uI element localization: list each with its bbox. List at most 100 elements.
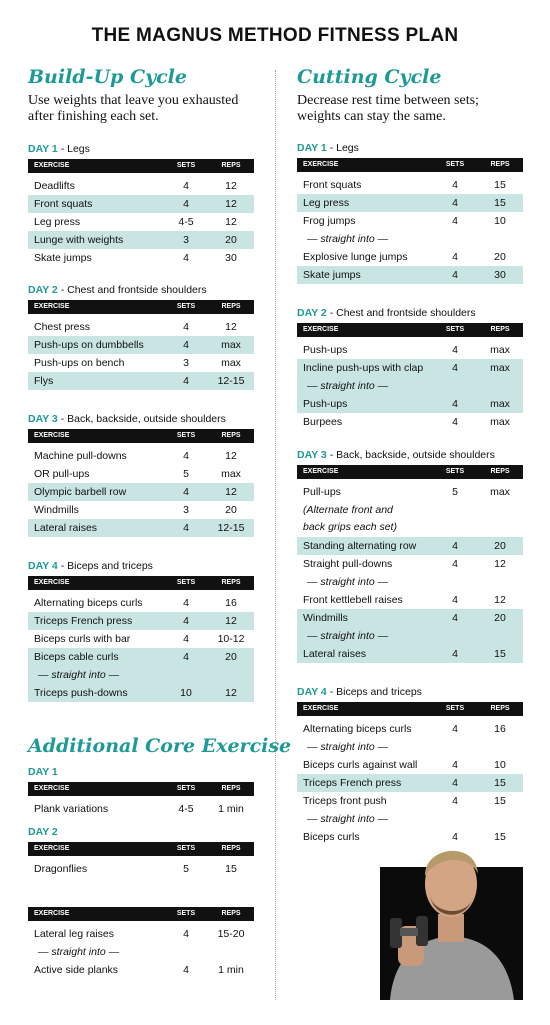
exercise-row: Straight pull-downs 4 12 [297,555,523,573]
sets: 3 [183,504,189,516]
column-header: REPS [221,579,241,586]
exercise-name: Deadlifts [34,180,75,192]
column-header: EXERCISE [303,468,339,475]
reps: 15 [494,179,506,191]
exercise-name: Machine pull-downs [34,450,127,462]
sets: 4 [452,416,458,428]
workout-day: DAY 3 - Back, backside, outside shoulder… [28,412,254,537]
workout-day: DAY 3 - Back, backside, outside shoulder… [297,448,523,663]
reps: 30 [494,269,506,281]
reps: max [490,344,510,356]
exercise-note: — straight into — [307,630,389,642]
exercise-row: Push-ups on bench 3 max [28,354,254,372]
exercise-name: Windmills [34,504,79,516]
sets: 4 [183,450,189,462]
exercise-row: — straight into — [297,573,523,591]
sets: 4 [183,252,189,264]
sets: 4 [452,251,458,263]
exercise-row: Frog jumps 4 10 [297,212,523,230]
sets: 4 [183,964,189,976]
workout-day: DAY 2 - Chest and frontside shoulders EXE… [297,306,523,431]
exercise-row: — straight into — [297,738,523,756]
exercise-name: Flys [34,375,54,387]
sets: 4 [452,558,458,570]
workout-day: DAY 1 - Legs EXERCISE SETS REPS Deadlifts 4 12… [28,142,254,267]
exercise-row: Front squats 4 12 [28,195,254,213]
column-header: SETS [176,845,196,852]
day-number: DAY 2 [28,284,58,296]
column-header: REPS [221,845,241,852]
column-header: REPS [490,468,510,475]
sets: 4 [452,831,458,843]
day-title: - Legs [329,142,359,154]
table-header: EXERCISE SETS REPS [28,300,254,314]
reps: 16 [225,597,237,609]
exercise-row: Triceps front push 4 15 [297,792,523,810]
reps: 15 [494,648,506,660]
reps: 10 [494,759,506,771]
exercise-row: Push-ups 4 max [297,341,523,359]
reps: 1 min [218,803,244,815]
exercise-name: Burpees [303,416,343,428]
day-number: DAY 4 [297,686,327,698]
column-header: REPS [490,705,510,712]
reps: 30 [225,252,237,264]
day-label: DAY 2 - Chest and frontside shoulders [28,283,254,298]
exercise-name: Push-ups [303,344,348,356]
exercise-name: Frog jumps [303,215,356,227]
exercise-row: Biceps curls against wall 4 10 [297,756,523,774]
reps: 12-15 [217,375,245,387]
exercise-name: Triceps French press [303,777,402,789]
table-header: EXERCISE SETS REPS [297,702,523,716]
sets: 4 [183,321,189,333]
day-label: DAY 2 - Chest and frontside shoulders [297,306,523,321]
exercise-row: — straight into — [297,810,523,828]
reps: max [221,357,241,369]
reps: 20 [225,651,237,663]
column-header: REPS [490,161,510,168]
sets: 4 [452,362,458,374]
exercise-name: Biceps cable curls [34,651,119,663]
exercise-row: Chest press 4 12 [28,318,254,336]
reps: max [490,416,510,428]
exercise-name: Leg press [303,197,350,209]
day-title: - Back, backside, outside shoulders [329,449,495,461]
sets: 5 [183,863,189,875]
exercise-row: Alternating biceps curls 4 16 [297,720,523,738]
exercise-note: — straight into — [307,741,389,753]
reps: 12 [225,450,237,462]
exercise-row: Deadlifts 4 12 [28,177,254,195]
workout-day: EXERCISE SETS REPS Lateral leg raises 4 15-20… [28,890,254,979]
column-header: REPS [221,910,241,917]
exercise-row: Dragonflies 5 15 [28,860,254,878]
sets: 3 [183,234,189,246]
column-header: SETS [176,162,196,169]
reps: 12 [494,594,506,606]
workout-day: DAY 1 EXERCISE SETS REPS Plank variations 4-5… [28,765,254,818]
sets: 4 [452,269,458,281]
table-header: EXERCISE SETS REPS [297,158,523,172]
exercise-row: — straight into — [297,230,523,248]
reps: 12 [225,321,237,333]
sets: 4 [452,723,458,735]
column-header: SETS [176,910,196,917]
exercise-row: — straight into — [28,943,254,961]
day-label: DAY 3 - Back, backside, outside shoulder… [297,448,523,463]
column-header: SETS [445,326,465,333]
column-header: SETS [445,161,465,168]
exercise-row: Front kettlebell raises 4 12 [297,591,523,609]
exercise-row: Biceps curls 4 15 [297,828,523,846]
exercise-row: (Alternate front and back grips each set… [297,501,523,537]
exercise-name: Plank variations [34,803,109,815]
reps: max [490,486,510,498]
exercise-row: Biceps curls with bar 4 10-12 [28,630,254,648]
reps: max [221,468,241,480]
column-header: SETS [176,303,196,310]
exercise-row: Incline push-ups with clap 4 max [297,359,523,377]
column-header: EXERCISE [34,845,70,852]
exercise-name: Dragonflies [34,863,88,875]
column-header: SETS [176,432,196,439]
day-title: - Back, backside, outside shoulders [60,413,226,425]
exercise-note: — straight into — [307,576,389,588]
sets: 4 [183,651,189,663]
